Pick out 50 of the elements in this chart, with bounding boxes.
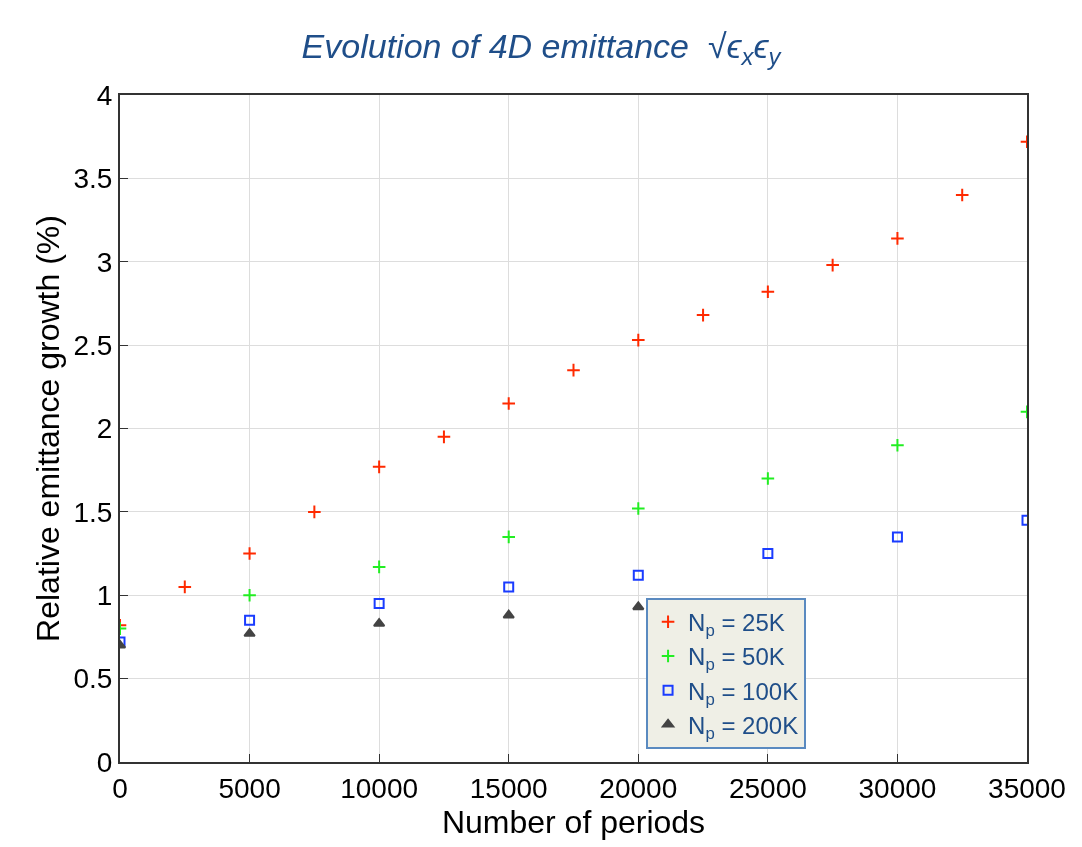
- point: [177, 579, 193, 595]
- point: [762, 548, 774, 560]
- point: [503, 581, 515, 593]
- point: [244, 614, 256, 626]
- y-tick-label: 1: [96, 580, 113, 612]
- y-tick-label: 3.5: [73, 163, 113, 195]
- x-tick-label: 25000: [728, 772, 807, 804]
- point: [890, 437, 905, 453]
- point: [891, 531, 903, 543]
- point: [371, 559, 387, 575]
- point: [630, 332, 646, 348]
- point: [632, 601, 645, 611]
- point: [373, 598, 385, 610]
- y-tick-label: 1.5: [73, 496, 113, 528]
- legend-label: N$_{p}$ = 100K: [688, 677, 799, 709]
- point: [632, 569, 644, 581]
- point: [760, 284, 776, 300]
- x-tick-label: 5000: [218, 772, 281, 804]
- point: [307, 504, 322, 520]
- point: [501, 529, 517, 545]
- point: [242, 587, 257, 603]
- y-tick-label: 0: [96, 746, 113, 778]
- point: [760, 471, 776, 486]
- legend-label: N$_{p}$ = 200K: [688, 711, 799, 743]
- point: [954, 187, 970, 203]
- y-tick-label: 4: [96, 79, 113, 111]
- legend-label: N$_{p}$ = 25K: [688, 609, 785, 641]
- y-axis-title: Relative emittance growth (%): [30, 215, 67, 642]
- chart-title: Evolution of 4D emittance √ϵ$_{x}$ϵ$_{y}$: [301, 26, 783, 70]
- y-tick-label: 2.5: [73, 329, 113, 361]
- point: [695, 307, 711, 323]
- point: [371, 459, 387, 475]
- x-tick-label: 35000: [988, 772, 1066, 804]
- y-tick-label: 2: [96, 413, 113, 445]
- point: [825, 257, 840, 273]
- point: [890, 231, 905, 246]
- x-axis-title: Number of periods: [441, 803, 706, 840]
- x-tick-label: 30000: [858, 772, 937, 804]
- y-tick-label: 0.5: [73, 663, 113, 695]
- point: [630, 501, 646, 516]
- point: [501, 396, 517, 411]
- x-tick-label: 20000: [599, 772, 678, 804]
- point: [566, 362, 581, 378]
- point: [242, 546, 257, 561]
- legend-label: N$_{p}$ = 50K: [688, 643, 785, 675]
- x-tick-label: 15000: [469, 772, 548, 804]
- x-tick-label: 10000: [340, 772, 419, 804]
- point: [436, 429, 452, 445]
- y-tick-label: 3: [96, 246, 113, 278]
- point: [502, 609, 515, 619]
